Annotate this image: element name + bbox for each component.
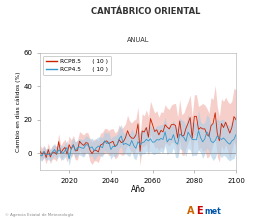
Text: CANTÁBRICO ORIENTAL: CANTÁBRICO ORIENTAL <box>91 7 200 15</box>
Legend: RCP8.5      ( 10 ), RCP4.5      ( 10 ): RCP8.5 ( 10 ), RCP4.5 ( 10 ) <box>43 56 111 75</box>
Title: ANUAL: ANUAL <box>127 37 149 43</box>
Text: A: A <box>187 206 195 216</box>
Text: met: met <box>204 207 221 216</box>
Text: E: E <box>196 206 203 216</box>
X-axis label: Año: Año <box>131 185 145 194</box>
Text: © Agencia Estatal de Meteorología: © Agencia Estatal de Meteorología <box>5 213 74 217</box>
Y-axis label: Cambio en días cálidos (%): Cambio en días cálidos (%) <box>15 71 21 152</box>
